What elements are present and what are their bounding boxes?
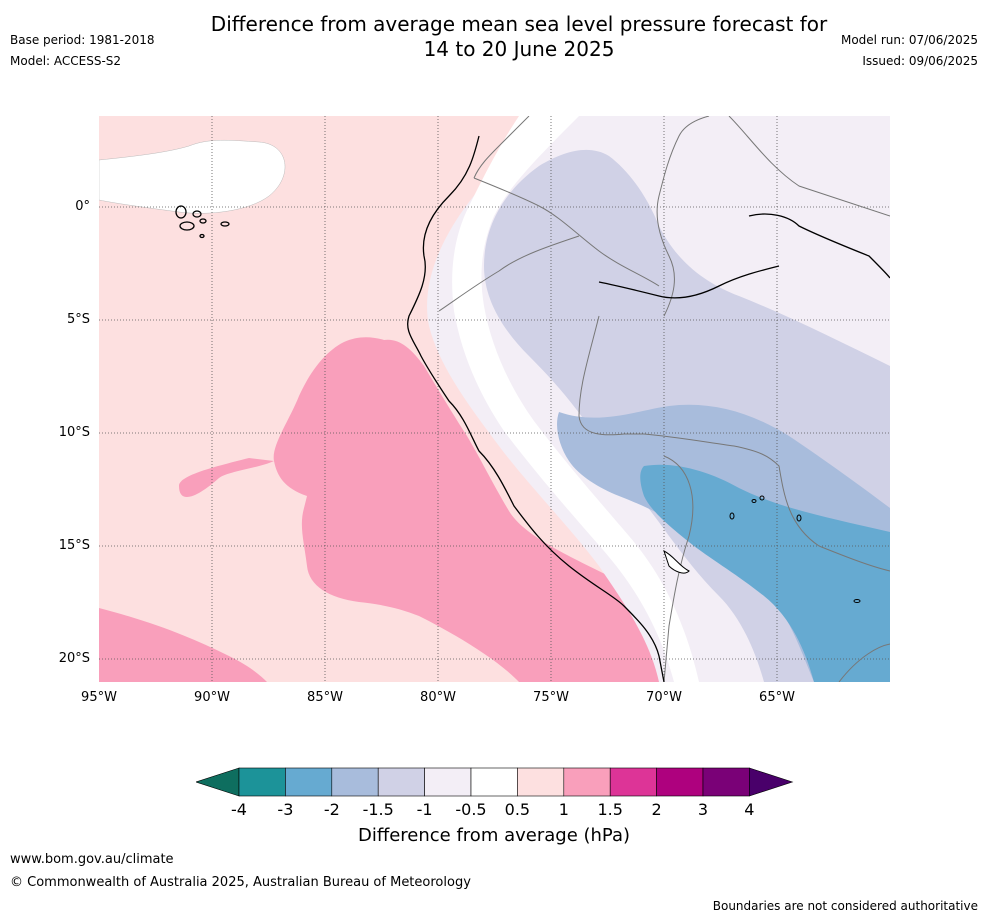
meta-right: Model run: 07/06/2025 Issued: 09/06/2025 [841,30,978,72]
colorbar-tick: -0.5 [455,800,487,819]
lat-label-15s: 15°S [58,538,90,553]
model-run: Model run: 07/06/2025 [840,33,978,47]
colorbar-bin [377,767,425,797]
footer-url: www.bom.gov.au/climate [10,852,174,867]
footer-copyright: © Commonwealth of Australia 2025, Austra… [10,875,471,890]
lat-label-10s: 10°S [58,425,90,440]
colorbar-tick: -4 [231,800,247,819]
colorbar-tick: 1 [558,800,569,819]
pressure-anomaly-map [99,116,890,682]
colorbar [196,767,794,797]
base-period: Base period: 1981-2018 [10,33,155,47]
colorbar-extend-above [749,767,794,797]
colorbar-bin [424,767,472,797]
lon-label-95w: 95°W [81,690,117,705]
contour-pink-extension [179,458,274,498]
lon-label-75w: 75°W [533,690,569,705]
colorbar-tick: -1 [416,800,433,819]
title-line-1: Difference from average mean sea level p… [210,12,828,36]
contour-pink-southwest [99,608,267,682]
contour-neutral-coast [452,116,699,682]
colorbar-tick: -2 [323,800,340,819]
colorbar-bin [517,767,565,797]
map-graticule [99,116,890,682]
colorbar-tick: 1.5 [597,800,623,819]
colorbar-bin [238,767,286,797]
colorbar-bin [702,767,750,797]
colorbar-bin [609,767,657,797]
lake-titicaca [663,550,690,574]
lon-label-90w: 90°W [194,690,230,705]
coastline [407,135,890,682]
lat-label-20s: 20°S [58,651,90,666]
issued-date: Issued: 09/06/2025 [862,54,978,68]
small-lakes [729,495,861,603]
colorbar-bin [656,767,704,797]
lon-label-85w: 85°W [307,690,343,705]
chart-title: Difference from average mean sea level p… [0,12,988,62]
model-name: Model: ACCESS-S2 [10,54,122,68]
contour-blue-3 [640,464,890,682]
contour-neutral-galapagos [99,139,286,214]
title-line-2: 14 to 20 June 2025 [423,37,615,61]
colorbar-bin [563,767,611,797]
galapagos-islands [175,205,230,239]
colorbar-extend-below [196,767,240,797]
lon-label-80w: 80°W [420,690,456,705]
lat-label-5s: 5°S [66,312,90,327]
colorbar-bins [196,767,794,797]
colorbar-bin [470,767,518,797]
colorbar-tick: 4 [744,800,755,819]
footer-note: Boundaries are not considered authoritat… [712,899,978,913]
lat-label-0: 0° [75,199,90,214]
colorbar-tick: -3 [277,800,294,819]
country-borders [438,116,890,682]
colorbar-bin [331,767,379,797]
meta-left: Base period: 1981-2018 Model: ACCESS-S2 [10,30,155,72]
colorbar-bin [285,767,333,797]
lon-label-65w: 65°W [759,690,795,705]
contour-pink-peru [273,337,669,682]
colorbar-tick: 3 [697,800,709,819]
colorbar-tick: -1.5 [362,800,394,819]
colorbar-tick: 0.5 [504,800,531,819]
lon-label-70w: 70°W [646,690,682,705]
colorbar-tick: 2 [651,800,662,819]
colorbar-title: Difference from average (hPa) [357,825,631,846]
